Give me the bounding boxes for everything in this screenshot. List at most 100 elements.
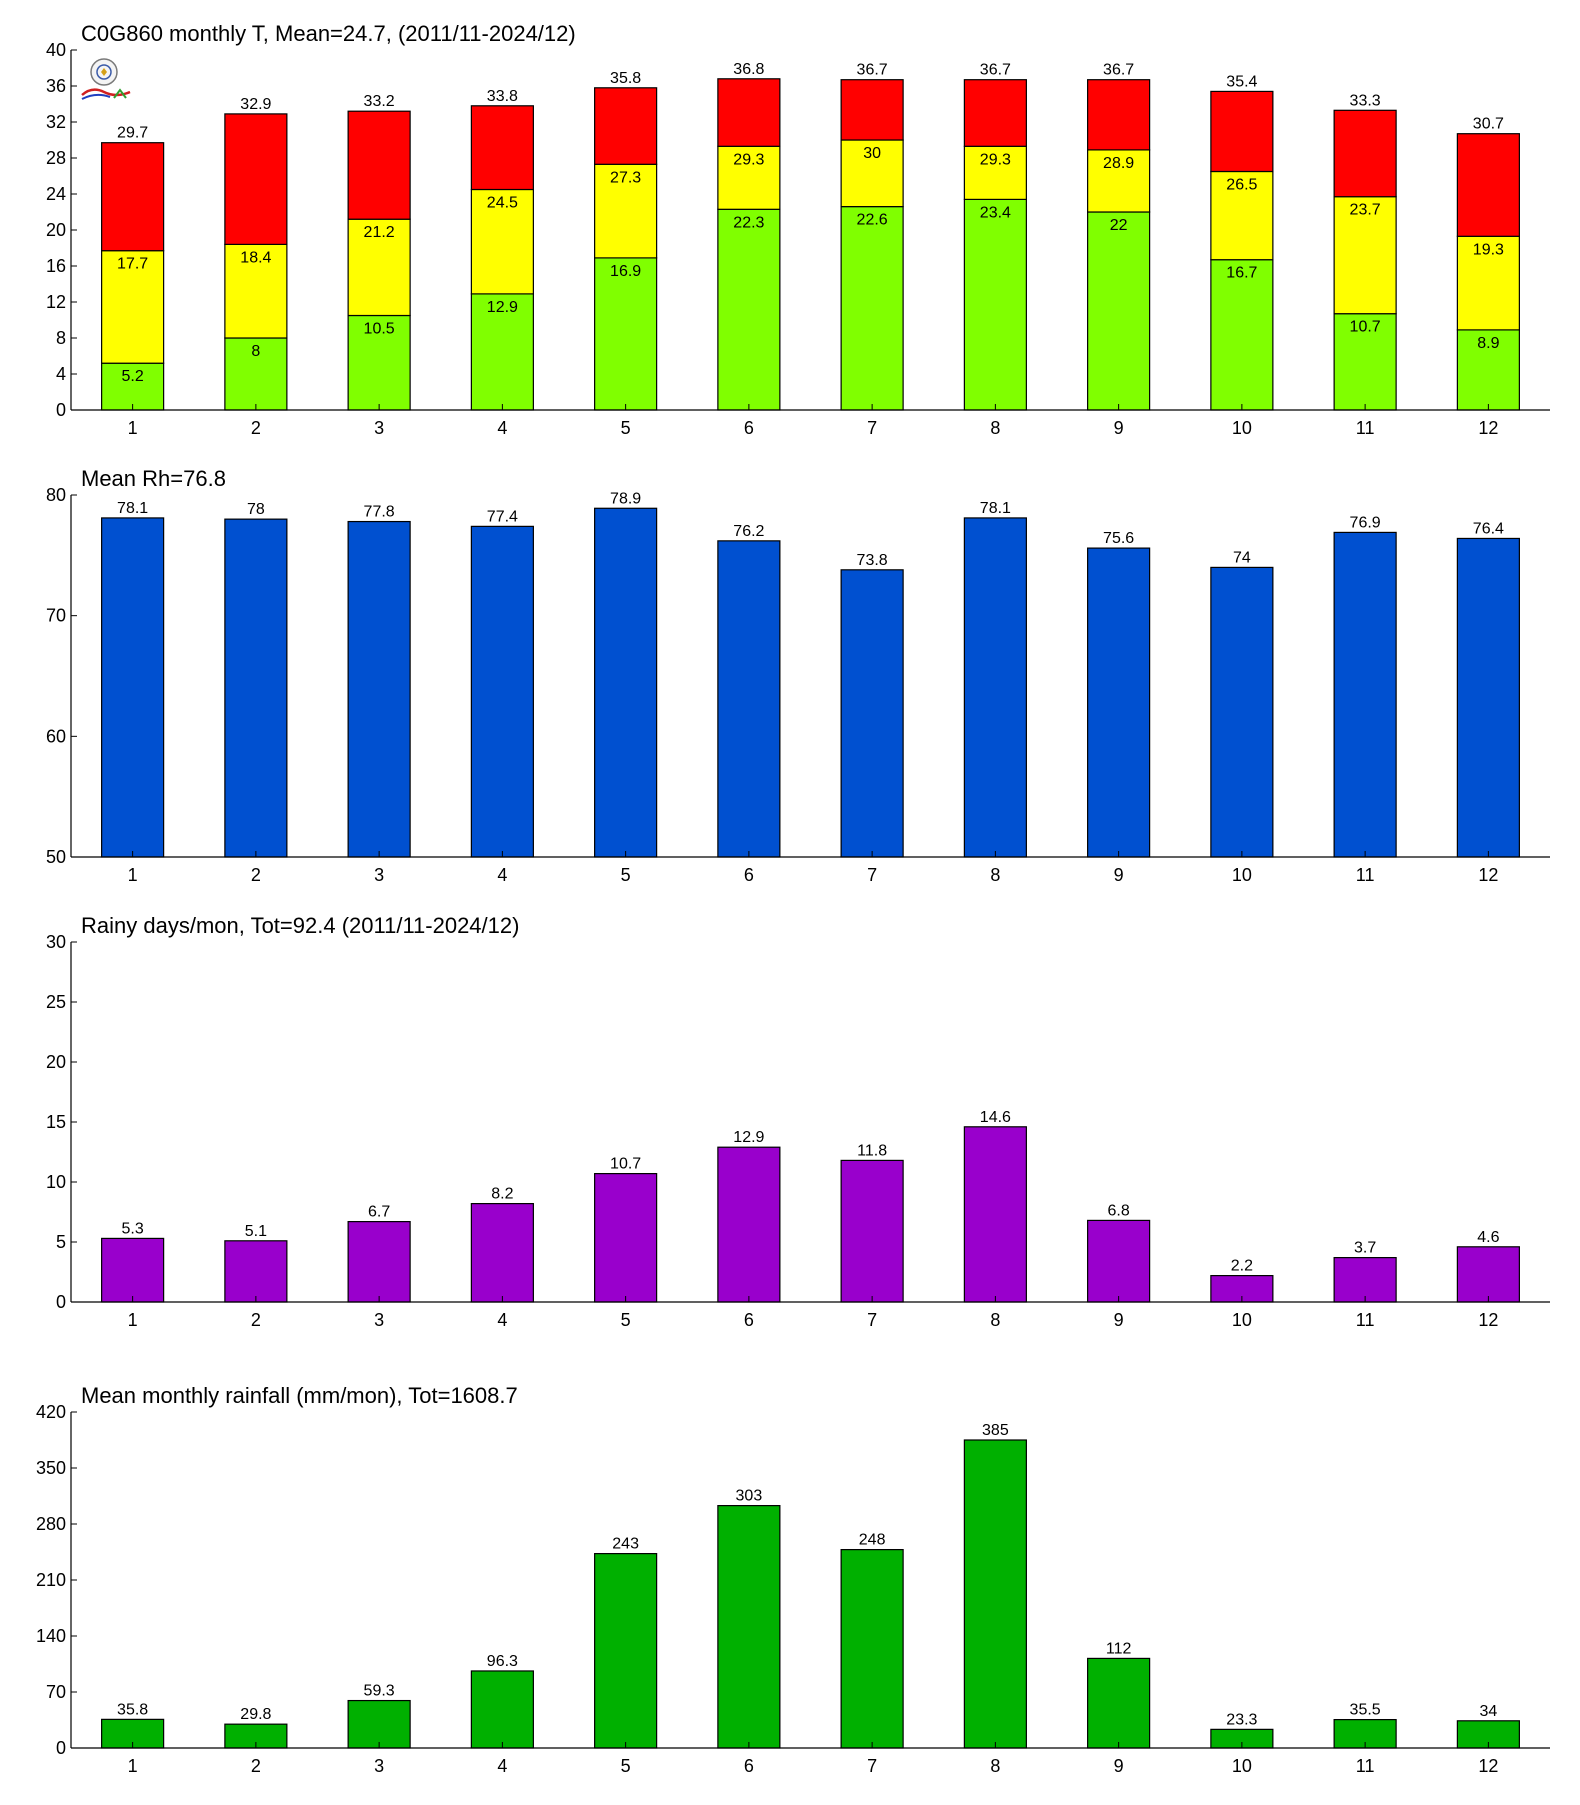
x-tick-label: 8 — [990, 865, 1000, 885]
bar-segment — [1210, 259, 1274, 411]
bar-value-label: 24.5 — [487, 195, 518, 212]
bar-value-label: 12.9 — [487, 299, 518, 316]
bar — [470, 1202, 534, 1303]
bar-value-label: 12.9 — [733, 1129, 764, 1146]
bar-value-label: 26.5 — [1226, 177, 1257, 194]
bars — [101, 78, 1520, 411]
bar-value-label: 10.5 — [364, 321, 395, 338]
bar-segment — [963, 79, 1027, 147]
bar-value-label: 22 — [1110, 217, 1128, 234]
bar — [840, 1159, 904, 1303]
x-tick-label: 1 — [128, 865, 138, 885]
y-tick-label: 4 — [56, 364, 66, 384]
bar-value-label: 77.4 — [487, 508, 518, 525]
y-tick-label: 36 — [46, 76, 66, 96]
y-tick-label: 60 — [46, 726, 66, 746]
bar-value-label: 22.6 — [857, 212, 888, 229]
x-axis-ticks: 1 2 3 4 5 6 7 8 9 10 11 12 — [128, 851, 1498, 885]
x-tick-label: 8 — [990, 418, 1000, 438]
bar-value-label: 36.7 — [980, 62, 1011, 79]
bar-segment — [594, 163, 658, 259]
y-tick-label: 24 — [46, 184, 66, 204]
bar-segment — [101, 250, 165, 364]
bar-value-label: 77.8 — [364, 504, 395, 521]
bar-value-label: 73.8 — [857, 552, 888, 569]
bar — [717, 1146, 781, 1303]
bar-segment — [840, 139, 904, 208]
x-tick-label: 4 — [497, 1756, 507, 1776]
x-tick-label: 2 — [251, 1310, 261, 1330]
x-tick-label: 7 — [867, 865, 877, 885]
bar-value-label: 10.7 — [1350, 319, 1381, 336]
bar-value-label: 243 — [612, 1536, 639, 1553]
bar-value-label: 34 — [1479, 1703, 1497, 1720]
bar-value-label: 5.1 — [245, 1223, 267, 1240]
x-tick-label: 7 — [867, 1756, 877, 1776]
bar-value-label: 16.9 — [610, 263, 641, 280]
x-axis-ticks: 1 2 3 4 5 6 7 8 9 10 11 12 — [128, 404, 1498, 438]
bar — [470, 525, 534, 858]
bar-value-label: 6.8 — [1108, 1202, 1130, 1219]
y-tick-label: 16 — [46, 256, 66, 276]
bar-segment — [717, 145, 781, 210]
bar-value-label: 35.8 — [117, 1701, 148, 1718]
bar-value-label: 10.7 — [610, 1156, 641, 1173]
bar-value-label: 74 — [1233, 549, 1251, 566]
bar-value-label: 29.3 — [980, 151, 1011, 168]
y-tick-label: 20 — [46, 220, 66, 240]
x-tick-label: 6 — [744, 865, 754, 885]
bar — [1087, 1657, 1151, 1749]
bar — [1456, 1246, 1520, 1303]
bar-value-label: 78.9 — [610, 490, 641, 507]
bar — [1210, 566, 1274, 858]
bar-value-label: 76.2 — [733, 523, 764, 540]
bar — [224, 1240, 288, 1303]
bar-value-label: 17.7 — [117, 256, 148, 273]
y-tick-label: 210 — [36, 1570, 66, 1590]
bar-value-label: 30.7 — [1473, 116, 1504, 133]
bar-value-label: 35.5 — [1350, 1702, 1381, 1719]
bar-value-label: 28.9 — [1103, 155, 1134, 172]
chart-title: Rainy days/mon, Tot=92.4 (2011/11-2024/1… — [81, 913, 519, 938]
x-tick-label: 7 — [867, 1310, 877, 1330]
bar — [594, 1172, 658, 1303]
y-axis-ticks: 0 4 8 12 16 20 24 28 32 36 40 — [46, 40, 77, 420]
bar — [347, 1699, 411, 1749]
x-tick-label: 5 — [621, 418, 631, 438]
bar — [101, 1237, 165, 1303]
bar-value-label: 35.8 — [610, 70, 641, 87]
x-tick-label: 9 — [1114, 1756, 1124, 1776]
y-tick-label: 40 — [46, 40, 66, 60]
bar — [224, 518, 288, 858]
bar-segment — [594, 257, 658, 411]
x-tick-label: 10 — [1232, 1756, 1252, 1776]
bar — [101, 517, 165, 858]
bar-segment — [101, 362, 165, 411]
x-tick-label: 10 — [1232, 418, 1252, 438]
y-tick-label: 32 — [46, 112, 66, 132]
x-tick-label: 12 — [1478, 418, 1498, 438]
bar-value-label: 5.2 — [122, 368, 144, 385]
x-tick-label: 3 — [374, 1756, 384, 1776]
bar-value-label: 8 — [251, 343, 260, 360]
x-tick-label: 10 — [1232, 865, 1252, 885]
bar — [840, 569, 904, 858]
x-tick-label: 9 — [1114, 1310, 1124, 1330]
bars — [101, 507, 1520, 858]
bar-segment — [470, 188, 534, 295]
x-tick-label: 8 — [990, 1756, 1000, 1776]
bar-value-label: 76.9 — [1350, 514, 1381, 531]
bar-value-label: 59.3 — [364, 1683, 395, 1700]
bar-segment — [963, 198, 1027, 411]
bar-segment — [224, 243, 288, 339]
y-tick-label: 12 — [46, 292, 66, 312]
bar-segment — [224, 113, 288, 246]
bar — [1087, 1219, 1151, 1303]
x-axis-ticks: 1 2 3 4 5 6 7 8 9 10 11 12 — [128, 1742, 1498, 1776]
bar-segment — [1210, 90, 1274, 173]
bar-value-label: 22.3 — [733, 214, 764, 231]
bar-value-label: 78 — [247, 501, 265, 518]
y-tick-label: 350 — [36, 1458, 66, 1478]
y-axis-ticks: 0 5 10 15 20 25 30 — [46, 932, 77, 1312]
bar-segment — [840, 79, 904, 141]
